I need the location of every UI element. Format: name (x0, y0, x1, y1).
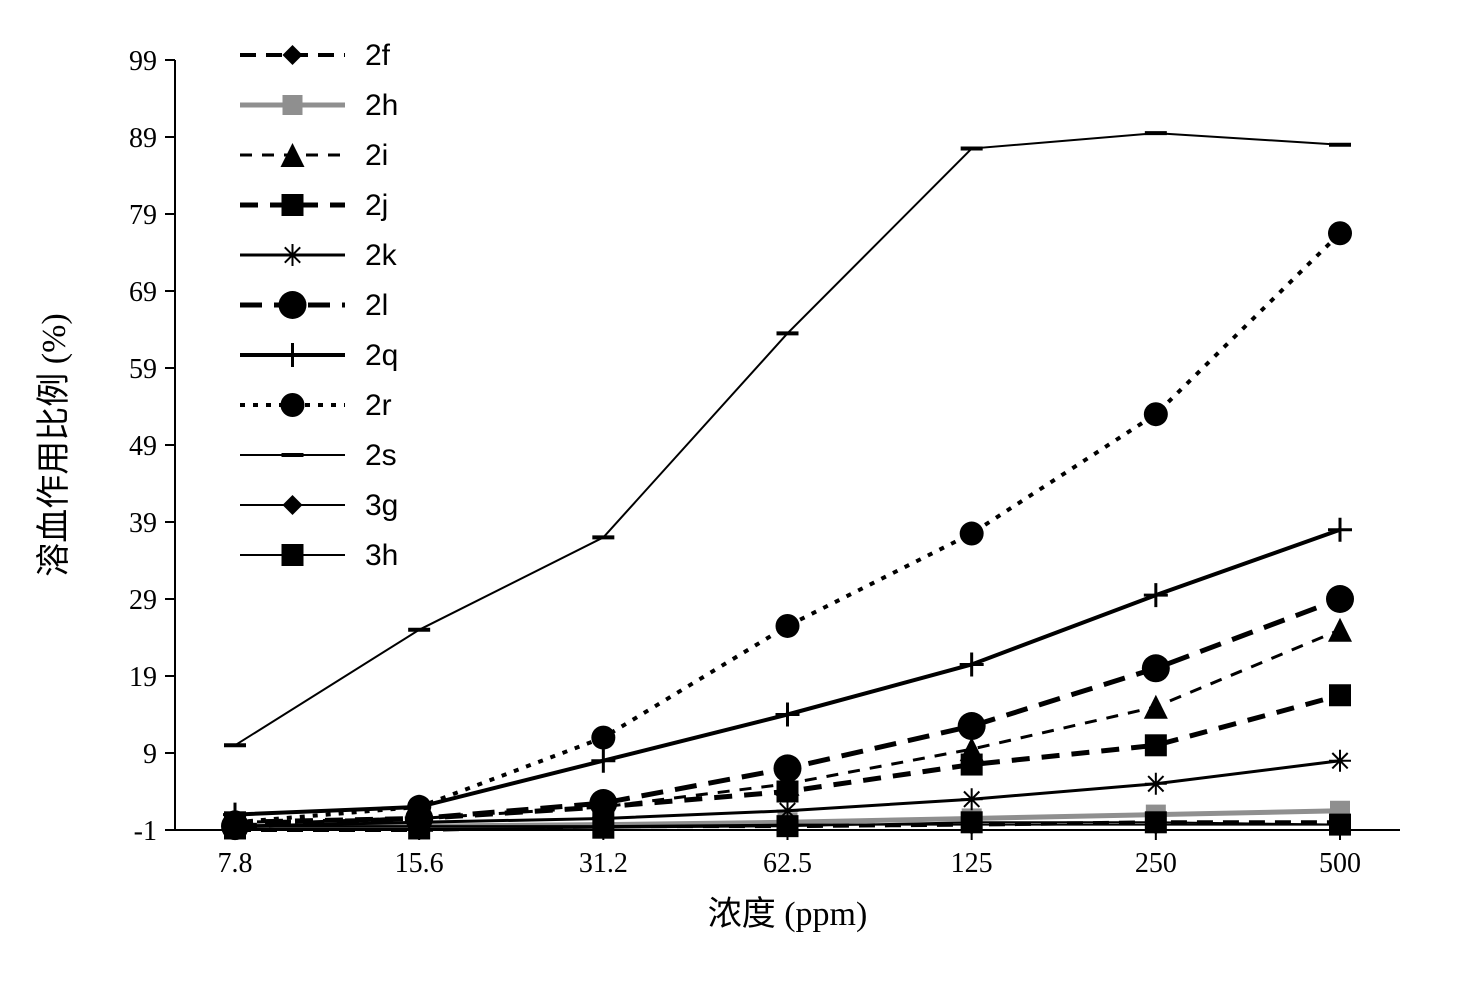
legend-label: 2l (365, 289, 388, 322)
x-axis-label: 浓度 (ppm) (708, 895, 868, 933)
chart-container: -1 9 19 29 39 49 59 69 79 89 99 7.8 15.6 31.2 62.5 125 2… (0, 0, 1468, 1008)
y-tick-label: 69 (129, 277, 157, 308)
y-tick-label: 19 (129, 662, 157, 693)
x-tick-label: 31.2 (579, 848, 628, 879)
legend-label: 2f (365, 39, 391, 72)
y-tick-label: 79 (129, 200, 157, 231)
legend-label: 2q (365, 339, 398, 372)
hemolysis-chart: -1 9 19 29 39 49 59 69 79 89 99 7.8 15.6 31.2 62.5 125 2… (0, 0, 1468, 1008)
x-tick-label: 62.5 (763, 848, 812, 879)
legend-label: 2i (365, 139, 388, 172)
y-tick-label: 89 (129, 123, 157, 154)
x-tick-label: 15.6 (395, 848, 444, 879)
legend-label: 2h (365, 89, 398, 122)
y-tick-label: 49 (129, 431, 157, 462)
x-tick-label: 125 (951, 848, 993, 879)
y-tick-label: 99 (129, 46, 157, 77)
legend-label: 2j (365, 189, 388, 222)
y-tick-label: 9 (143, 739, 157, 770)
legend-label: 2s (365, 439, 397, 472)
x-tick-label: 7.8 (218, 848, 253, 879)
y-tick-label: 39 (129, 508, 157, 539)
y-tick-label: 59 (129, 354, 157, 385)
y-tick-label: 29 (129, 585, 157, 616)
y-tick-label: -1 (134, 816, 157, 847)
y-axis-label: 溶血作用比例 (%) (35, 313, 73, 576)
legend-label: 2r (365, 389, 392, 422)
x-tick-label: 500 (1319, 848, 1361, 879)
legend-label: 3g (365, 489, 398, 522)
legend-label: 2k (365, 239, 398, 272)
x-tick-label: 250 (1135, 848, 1177, 879)
legend-label: 3h (365, 539, 398, 572)
